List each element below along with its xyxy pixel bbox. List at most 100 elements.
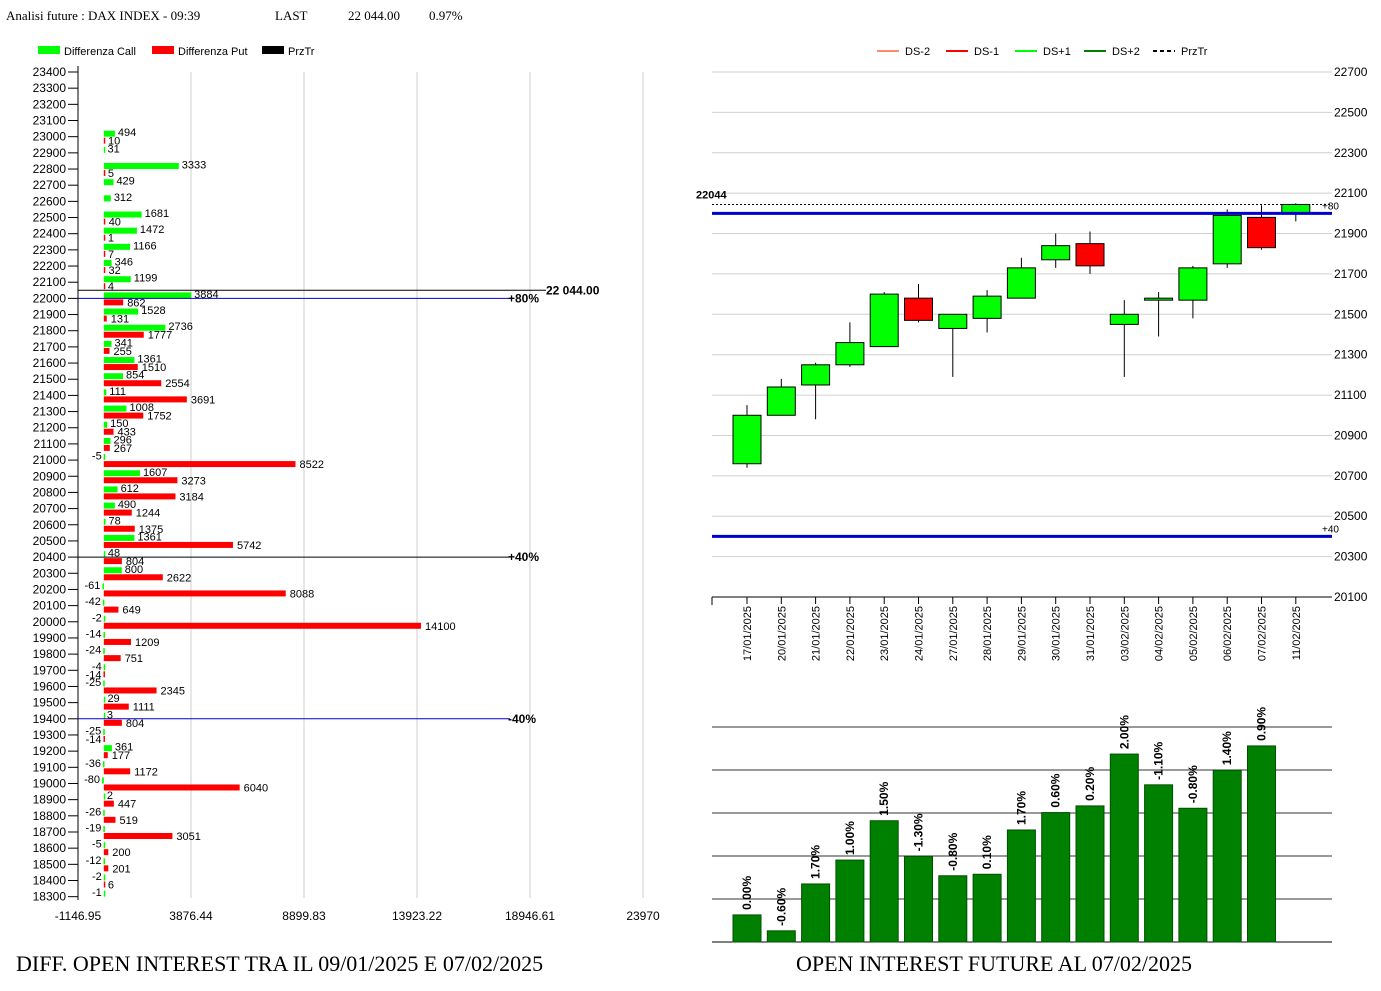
- call-bar: [103, 195, 111, 202]
- call-bar: [103, 696, 106, 703]
- put-bar: [103, 816, 116, 823]
- strike-label: 19400: [33, 712, 67, 726]
- strike-label: 18900: [33, 793, 67, 807]
- candle-body: [1212, 214, 1242, 265]
- put-bar: [103, 768, 131, 775]
- legend-label: DS-1: [974, 46, 999, 58]
- call-bar: [103, 357, 135, 364]
- call-bar: [103, 502, 115, 509]
- candle-body: [972, 295, 1002, 319]
- put-bar: [103, 752, 108, 759]
- call-value-label: -25: [85, 725, 101, 737]
- put-value-label: 1111: [133, 702, 155, 714]
- put-bar: [103, 477, 178, 484]
- legend-swatch: [262, 46, 284, 54]
- call-bar: [103, 146, 106, 153]
- oi-bar: [1075, 805, 1105, 943]
- strike-label: 23000: [33, 130, 67, 144]
- oi-change-label: 0.20%: [1083, 767, 1097, 801]
- date-label: 07/02/2025: [1257, 606, 1269, 661]
- put-value-label: 6040: [244, 782, 268, 794]
- call-bar: [103, 745, 112, 752]
- oi-change-label: -0.60%: [774, 887, 788, 925]
- strike-label: 22700: [33, 178, 67, 192]
- call-bar: [103, 534, 135, 541]
- call-value-label: 1528: [141, 305, 165, 317]
- strike-label: 22000: [33, 291, 67, 305]
- strike-label: 20100: [33, 599, 67, 613]
- call-bar: [103, 389, 107, 396]
- x-tick-label: 3876.44: [169, 909, 213, 923]
- put-value-label: 200: [112, 847, 130, 859]
- put-value-label: 1209: [135, 637, 159, 649]
- put-value-label: 1375: [139, 524, 163, 536]
- put-value-label: 201: [112, 863, 130, 875]
- oi-diff-chart: Differenza Call Differenza Put PrzTr -1146.…: [33, 46, 660, 923]
- call-value-label: -5: [92, 839, 102, 851]
- date-label: 03/02/2025: [1119, 606, 1131, 661]
- strike-label: 19200: [33, 744, 67, 758]
- last-value: 22 044.00: [348, 8, 400, 23]
- date-label: 17/01/2025: [742, 606, 754, 661]
- date-label: 27/01/2025: [948, 606, 960, 661]
- call-bar: [103, 631, 105, 638]
- put-bar: [103, 881, 106, 888]
- call-value-label: 3333: [182, 160, 206, 172]
- oi-bar: [1212, 769, 1242, 943]
- candle-body: [1109, 313, 1139, 325]
- call-bar: [102, 599, 105, 606]
- put-value-label: 7: [108, 249, 114, 261]
- strike-label: 18400: [33, 874, 67, 888]
- y-tick-label: 20700: [1334, 469, 1368, 483]
- date-label: 30/01/2025: [1051, 606, 1063, 661]
- call-value-label: -61: [85, 580, 101, 592]
- oi-bar: [766, 930, 796, 943]
- call-bar: [103, 243, 131, 250]
- put-bar: [103, 558, 122, 565]
- put-bar: [103, 719, 122, 726]
- call-bar: [103, 227, 137, 234]
- call-bar: [103, 890, 106, 897]
- put-bar: [103, 250, 106, 257]
- call-bar: [103, 648, 105, 655]
- call-value-label: -36: [85, 758, 101, 770]
- y-tick-label: 20900: [1334, 428, 1368, 442]
- oi-bar: [972, 873, 1002, 943]
- oi-bar: [1247, 745, 1276, 943]
- strike-label: 19000: [33, 776, 67, 790]
- call-value-label: 490: [118, 499, 136, 511]
- oi-bar: [835, 859, 865, 943]
- call-bar: [103, 615, 106, 622]
- put-bar: [103, 703, 129, 710]
- date-label: 31/01/2025: [1085, 606, 1097, 661]
- oi-bar: [938, 875, 968, 943]
- oi-bar: [1144, 784, 1174, 943]
- call-value-label: -14: [86, 628, 102, 640]
- strike-label: 19300: [33, 728, 67, 742]
- put-value-label: 6: [108, 880, 114, 892]
- oi-change-label: -0.80%: [1186, 765, 1200, 803]
- candle-body: [938, 313, 968, 329]
- legend-label: Differenza Call: [64, 46, 136, 58]
- call-value-label: 3: [107, 709, 113, 721]
- call-value-label: -26: [85, 806, 101, 818]
- oi-change-label: 0.10%: [980, 835, 994, 869]
- put-bar: [103, 849, 109, 856]
- strike-label: 21900: [33, 308, 67, 322]
- put-bar: [103, 541, 233, 548]
- put-bar: [103, 444, 110, 451]
- call-value-label: 612: [121, 483, 139, 495]
- call-bar: [103, 163, 179, 170]
- y-tick-label: 22700: [1334, 65, 1368, 79]
- candle-body: [732, 414, 762, 465]
- oi-bar: [1041, 812, 1071, 943]
- call-bar: [103, 486, 118, 493]
- put-value-label: 40: [109, 217, 121, 229]
- call-value-label: -24: [85, 645, 101, 657]
- oi-bar: [732, 914, 762, 943]
- strike-label: 20300: [33, 566, 67, 580]
- y-tick-label: 21500: [1334, 307, 1368, 321]
- legend-swatch: [38, 46, 60, 54]
- oi-bar: [1109, 753, 1139, 943]
